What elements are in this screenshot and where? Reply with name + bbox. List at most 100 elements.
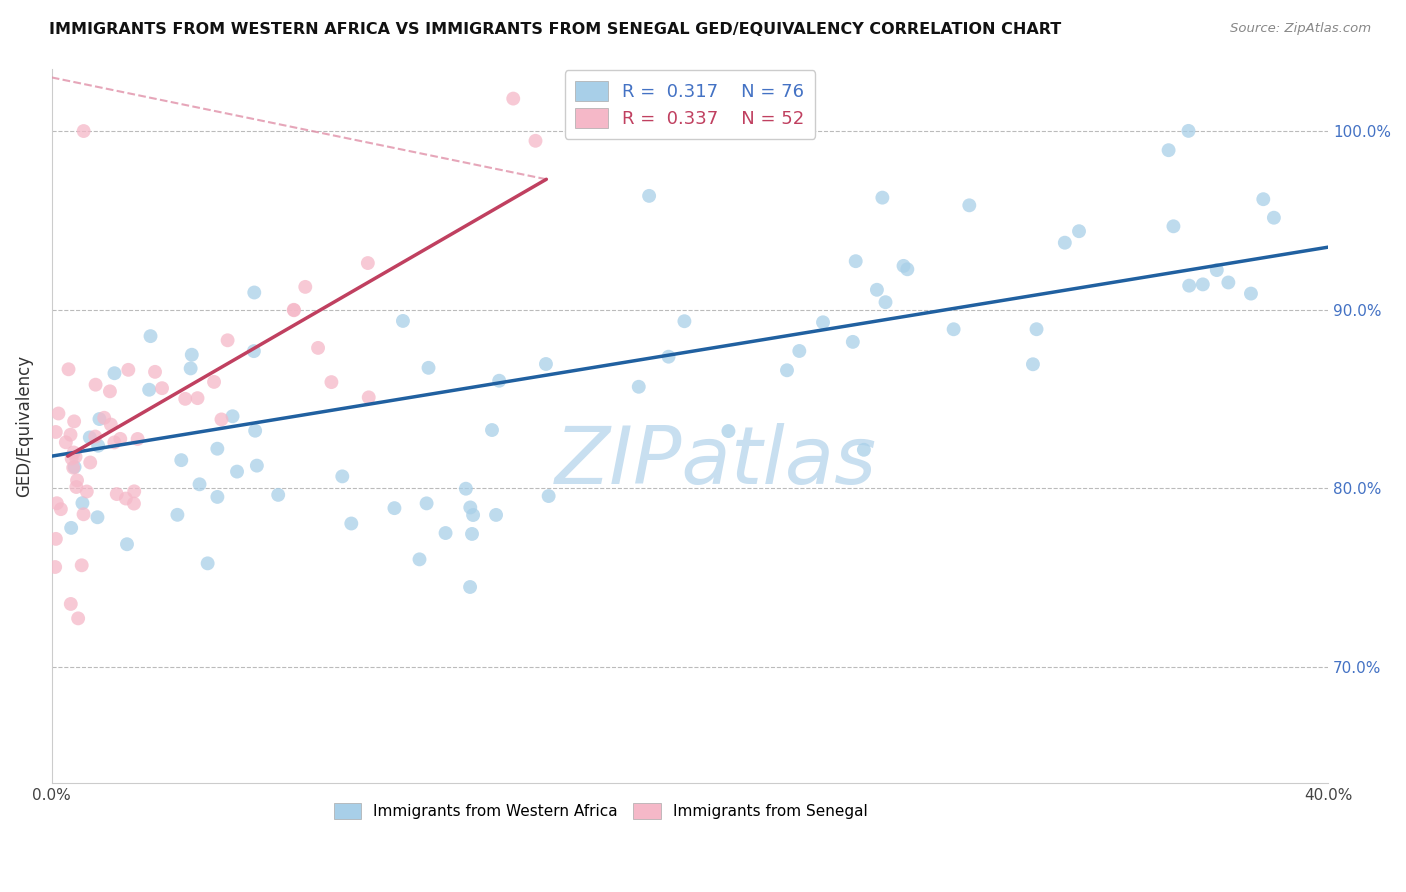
Point <box>117 363 139 377</box>
Point <box>115 491 138 506</box>
Point <box>60 521 83 535</box>
Point <box>180 361 202 376</box>
Point <box>87 439 110 453</box>
Point <box>458 500 481 515</box>
Point <box>197 557 219 571</box>
Point <box>458 580 481 594</box>
Point <box>103 435 125 450</box>
Point <box>1022 357 1045 371</box>
Point <box>1263 211 1285 225</box>
Point <box>673 314 696 328</box>
Point <box>59 597 82 611</box>
Point <box>638 189 661 203</box>
Point <box>283 302 305 317</box>
Point <box>76 484 98 499</box>
Point <box>658 350 681 364</box>
Point <box>1157 143 1180 157</box>
Point <box>283 303 305 318</box>
Point <box>45 425 67 439</box>
Point <box>461 508 484 522</box>
Point <box>267 488 290 502</box>
Point <box>243 344 266 359</box>
Point <box>110 432 132 446</box>
Point <box>942 322 965 336</box>
Point <box>1178 278 1201 293</box>
Point <box>392 314 415 328</box>
Y-axis label: GED/Equivalency: GED/Equivalency <box>15 355 32 497</box>
Point <box>84 429 107 443</box>
Point <box>211 412 233 426</box>
Point <box>65 480 87 494</box>
Point <box>1025 322 1047 336</box>
Point <box>44 560 66 574</box>
Point <box>461 527 484 541</box>
Point <box>127 432 149 446</box>
Point <box>243 285 266 300</box>
Point <box>202 375 225 389</box>
Point <box>70 558 93 573</box>
Point <box>89 412 111 426</box>
Point <box>122 497 145 511</box>
Point <box>174 392 197 406</box>
Point <box>62 460 84 475</box>
Point <box>93 410 115 425</box>
Text: ZIPatlas: ZIPatlas <box>554 423 876 500</box>
Point <box>1163 219 1185 234</box>
Point <box>63 460 86 475</box>
Point <box>79 430 101 444</box>
Point <box>150 381 173 395</box>
Point <box>122 484 145 499</box>
Point <box>481 423 503 437</box>
Point <box>852 442 875 457</box>
Point <box>1240 286 1263 301</box>
Point <box>776 363 799 377</box>
Point <box>384 501 406 516</box>
Point <box>307 341 329 355</box>
Point <box>84 377 107 392</box>
Point <box>485 508 508 522</box>
Text: Source: ZipAtlas.com: Source: ZipAtlas.com <box>1230 22 1371 36</box>
Point <box>115 537 138 551</box>
Point <box>72 508 94 522</box>
Point <box>170 453 193 467</box>
Point <box>1067 224 1090 238</box>
Point <box>62 445 84 459</box>
Point <box>60 451 83 466</box>
Point <box>207 442 229 456</box>
Point <box>537 489 560 503</box>
Point <box>79 456 101 470</box>
Point <box>502 92 524 106</box>
Point <box>330 469 353 483</box>
Point <box>1253 192 1275 206</box>
Point <box>488 374 510 388</box>
Point <box>67 611 90 625</box>
Point <box>59 427 82 442</box>
Point <box>434 526 457 541</box>
Point <box>893 259 915 273</box>
Point <box>842 334 865 349</box>
Point <box>45 496 67 510</box>
Point <box>166 508 188 522</box>
Point <box>246 458 269 473</box>
Point <box>357 256 380 270</box>
Point <box>188 477 211 491</box>
Point <box>45 532 67 546</box>
Point <box>221 409 243 424</box>
Point <box>217 333 239 347</box>
Point <box>139 329 162 343</box>
Point <box>811 315 834 329</box>
Point <box>294 280 316 294</box>
Point <box>896 262 918 277</box>
Point <box>418 360 440 375</box>
Point <box>180 348 202 362</box>
Point <box>49 502 72 516</box>
Point <box>789 343 811 358</box>
Text: IMMIGRANTS FROM WESTERN AFRICA VS IMMIGRANTS FROM SENEGAL GED/EQUIVALENCY CORREL: IMMIGRANTS FROM WESTERN AFRICA VS IMMIGR… <box>49 22 1062 37</box>
Point <box>100 417 122 432</box>
Point <box>243 424 266 438</box>
Point <box>105 487 128 501</box>
Point <box>1205 263 1227 277</box>
Point <box>65 450 87 464</box>
Point <box>72 496 94 510</box>
Point <box>845 254 868 268</box>
